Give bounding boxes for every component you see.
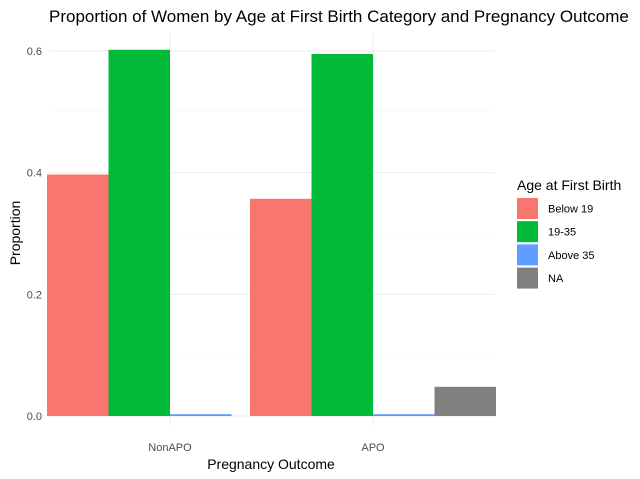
bar-nonapo-above-35 bbox=[170, 414, 232, 416]
bar-nonapo-below-19 bbox=[47, 174, 109, 416]
y-axis-ticks: 0.0 0.2 0.4 0.6 bbox=[27, 46, 42, 423]
x-tick-label: APO bbox=[361, 442, 385, 454]
y-tick-label: 0.6 bbox=[27, 46, 42, 58]
legend-key bbox=[517, 198, 538, 219]
bar-apo-above-35 bbox=[373, 414, 435, 416]
legend-key bbox=[517, 221, 538, 243]
bar-nonapo-19-35 bbox=[108, 49, 170, 417]
legend-label: NA bbox=[548, 273, 564, 285]
y-axis-title: Proportion bbox=[7, 201, 23, 266]
legend-label: 19-35 bbox=[548, 227, 576, 239]
legend-items: Below 19 19-35 Above 35 NA bbox=[517, 198, 594, 289]
legend-key bbox=[517, 244, 538, 266]
legend-title: Age at First Birth bbox=[517, 177, 621, 193]
legend-label: Above 35 bbox=[548, 250, 594, 262]
legend: Age at First Birth Below 19 19-35 Above 35… bbox=[517, 177, 621, 289]
x-axis-title: Pregnancy Outcome bbox=[207, 456, 335, 472]
legend-label: Below 19 bbox=[548, 204, 593, 216]
y-tick-label: 0.0 bbox=[27, 411, 42, 423]
bar-apo-below-19 bbox=[250, 198, 312, 416]
bar-apo-na bbox=[434, 386, 496, 416]
bars bbox=[47, 49, 496, 417]
x-axis-ticks: NonAPO APO bbox=[148, 442, 385, 454]
chart-title: Proportion of Women by Age at First Birt… bbox=[49, 7, 629, 26]
x-tick-label: NonAPO bbox=[148, 442, 192, 454]
y-tick-label: 0.2 bbox=[27, 289, 42, 301]
bar-apo-19-35 bbox=[311, 54, 373, 417]
y-tick-label: 0.4 bbox=[27, 168, 42, 180]
legend-key bbox=[517, 267, 538, 289]
